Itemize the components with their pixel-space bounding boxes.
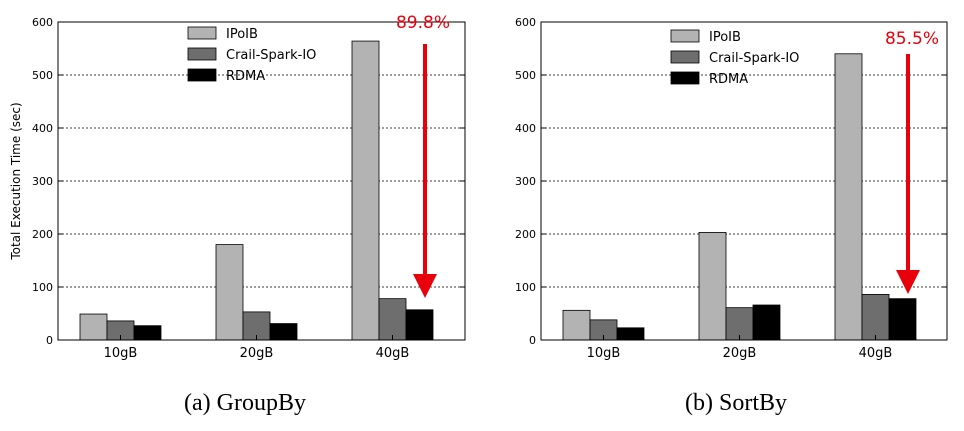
- legend-label: Crail-Spark-IO: [226, 48, 316, 63]
- chart-caption: (a) GroupBy: [184, 390, 306, 416]
- bar-ipoib-40gb: [834, 53, 863, 341]
- plot-frame: [57, 21, 466, 341]
- legend-swatch: [187, 47, 217, 61]
- x-tick-label: 10gB: [104, 346, 138, 361]
- bar-ipoib-10gb: [79, 313, 108, 341]
- y-tick-label: 300: [515, 175, 536, 188]
- bar-rdma-20gb: [269, 323, 298, 341]
- x-tick-label: 10gB: [587, 346, 621, 361]
- legend-label: Crail-Spark-IO: [709, 51, 799, 66]
- chart-sortby: 0 100 200 300 400 500 600 10gB 20gB 40gB IPoIB Crai…: [515, 16, 948, 416]
- y-tick-label: 0: [529, 334, 536, 347]
- bar-rdma-10gb: [616, 327, 645, 341]
- y-tick-label: 500: [32, 69, 53, 82]
- bar-rdma-40gb: [888, 298, 917, 341]
- legend-swatch: [670, 50, 700, 64]
- y-tick-label: 600: [515, 16, 536, 29]
- legend-swatch: [670, 71, 700, 85]
- annotation-percent: 89.8%: [396, 13, 450, 33]
- x-tick-label: 40gB: [859, 346, 893, 361]
- bar-rdma-20gb: [752, 304, 781, 341]
- bar-rdma-40gb: [405, 309, 434, 341]
- x-tick-label: 20gB: [240, 346, 274, 361]
- y-tick-label: 200: [32, 228, 53, 241]
- legend-swatch: [187, 26, 217, 40]
- y-tick-label: 300: [32, 175, 53, 188]
- legend-label: RDMA: [709, 72, 748, 87]
- chart-groupby: 0 100 200 300 400 500 600 Total Execution Time …: [9, 13, 466, 416]
- x-tick-label: 20gB: [723, 346, 757, 361]
- plot-frame: [540, 21, 948, 341]
- bar-ipoib-10gb: [562, 309, 591, 341]
- chart-caption: (b) SortBy: [685, 390, 787, 416]
- bar-rdma-10gb: [133, 325, 162, 341]
- x-tick-label: 40gB: [376, 346, 410, 361]
- bar-crail-spark-io-40gb: [378, 298, 407, 341]
- y-tick-label: 400: [515, 122, 536, 135]
- y-tick-label: 100: [515, 281, 536, 294]
- bar-crail-spark-io-20gb: [725, 307, 754, 341]
- arrow-head: [413, 274, 437, 298]
- bar-ipoib-40gb: [351, 40, 380, 341]
- y-tick-label: 0: [46, 334, 53, 347]
- annotation-percent: 85.5%: [885, 29, 939, 49]
- y-tick-label: 200: [515, 228, 536, 241]
- y-axis-label: Total Execution Time (sec): [9, 102, 23, 260]
- legend-label: IPoIB: [709, 30, 741, 45]
- bar-crail-spark-io-40gb: [861, 294, 890, 341]
- y-tick-label: 600: [32, 16, 53, 29]
- legend-swatch: [670, 29, 700, 43]
- bar-ipoib-20gb: [215, 244, 244, 341]
- y-tick-label: 100: [32, 281, 53, 294]
- arrow-head: [896, 270, 920, 294]
- legend-label: RDMA: [226, 69, 265, 84]
- y-tick-label: 500: [515, 69, 536, 82]
- legend-label: IPoIB: [226, 27, 258, 42]
- y-tick-label: 400: [32, 122, 53, 135]
- legend-swatch: [187, 68, 217, 82]
- bar-ipoib-20gb: [698, 232, 727, 341]
